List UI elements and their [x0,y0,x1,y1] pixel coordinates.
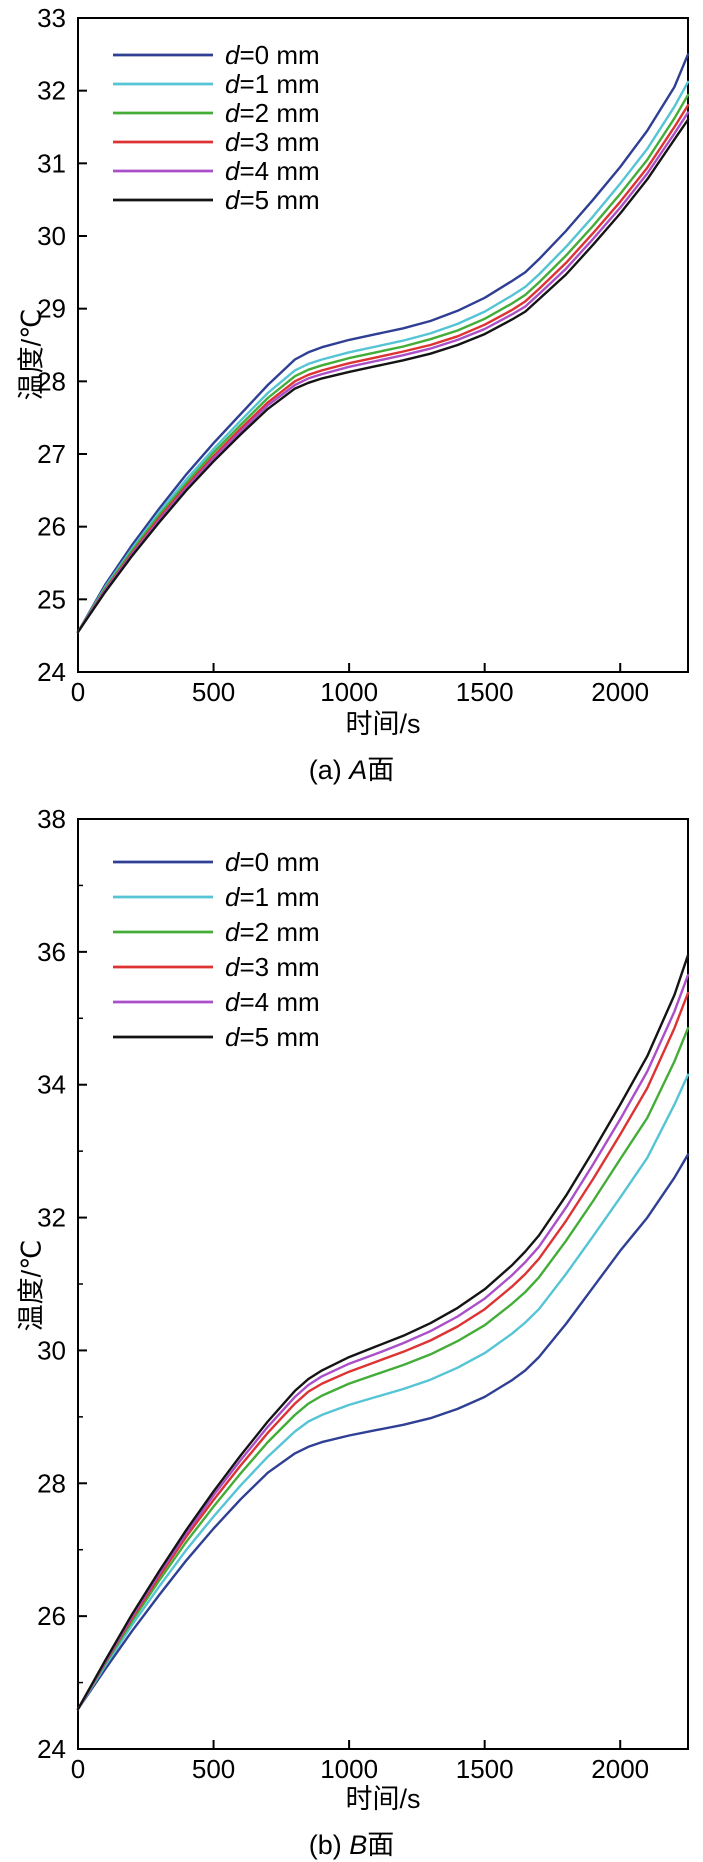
series-line-d2 [76,93,690,634]
legend-label-d5: d=5 mm [225,1022,320,1052]
y-tick-label: 28 [37,366,66,396]
chart-b-caption: (b) B面 [0,1819,703,1862]
chart-a-xlabel: 时间/s [345,709,421,739]
y-tick-label: 28 [37,1468,66,1498]
y-tick-label: 30 [37,221,66,251]
chart-b-canvas: 0 500 1000 1500 2000 24 26 28 30 32 34 36 38 d=0 mm d=… [37,804,690,1783]
chart-a-caption-suffix: 面 [367,755,395,785]
chart-a-caption: (a) A面 [0,744,703,787]
legend-label-d2: d=2 mm [225,917,320,947]
x-tick-label: 500 [192,677,235,707]
series-line-d3 [76,103,690,634]
x-tick-label: 1000 [320,677,378,707]
legend-label-d1: d=1 mm [225,69,320,99]
legend-label-d2: d=2 mm [225,98,320,128]
chart-a-caption-variable: A [349,755,368,785]
legend-label-d1: d=1 mm [225,882,320,912]
chart-b-caption-suffix: 面 [367,1830,395,1860]
y-tick-label: 26 [37,512,66,542]
series-line-d5 [76,953,690,1711]
chart-b-caption-prefix: (b) [308,1830,350,1860]
x-tick-label: 1000 [320,1754,378,1783]
y-tick-label: 33 [37,3,66,33]
y-tick-label: 32 [37,1203,66,1233]
y-tick-label: 31 [37,148,66,178]
legend-label-d0: d=0 mm [225,847,320,877]
y-tick-label: 32 [37,76,66,106]
legend-label-d5: d=5 mm [225,185,320,215]
chart-a-caption-prefix: (a) [308,755,350,785]
legend-label-d0: d=0 mm [225,40,320,70]
x-tick-label: 0 [71,677,85,707]
y-tick-label: 30 [37,1335,66,1365]
chart-b: 温度/℃ 0 500 1000 1500 2000 24 26 28 30 32 34 36 38 d=0… [0,787,703,1862]
y-tick-label: 38 [37,804,66,834]
series-line-d1 [76,80,690,634]
series-line-d2 [76,1026,690,1711]
y-tick-label: 26 [37,1601,66,1631]
x-tick-label: 2000 [591,1754,649,1783]
y-tick-label: 24 [37,1734,66,1764]
y-tick-label: 25 [37,584,66,614]
y-tick-label: 29 [37,294,66,324]
chart-a-canvas: 0 500 1000 1500 2000 24 25 26 27 28 29 30 31 32 33 d=0 … [37,3,690,707]
y-tick-label: 27 [37,439,66,469]
series-line-d4 [76,973,690,1711]
series-line-d5 [76,118,690,634]
legend-label-d3: d=3 mm [225,127,320,157]
y-tick-label: 36 [37,937,66,967]
chart-b-caption-variable: B [349,1830,368,1860]
y-tick-label: 34 [37,1070,66,1100]
x-tick-label: 1500 [456,677,514,707]
chart-a: 温度/℃ 0 500 1000 1500 2000 24 25 26 27 28 29 30 31 32 3… [0,0,703,787]
legend-label-d4: d=4 mm [225,156,320,186]
y-tick-label: 24 [37,657,66,687]
legend-label-d3: d=3 mm [225,952,320,982]
chart-b-xlabel: 时间/s [345,1784,421,1814]
x-tick-label: 500 [192,1754,235,1783]
x-tick-label: 0 [71,1754,85,1783]
plot-frame [77,17,689,673]
series-line-d3 [76,991,690,1711]
legend-label-d4: d=4 mm [225,987,320,1017]
x-tick-label: 1500 [456,1754,514,1783]
series-line-d0 [76,53,690,634]
series-line-d1 [76,1073,690,1711]
x-tick-label: 2000 [591,677,649,707]
series-line-d4 [76,111,690,634]
series-line-d0 [76,1153,690,1711]
